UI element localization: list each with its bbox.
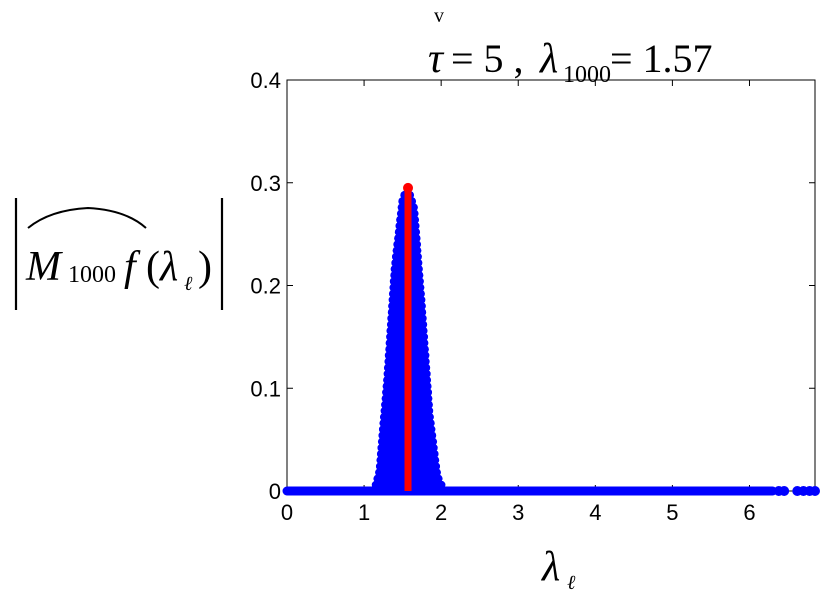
y-tick-label: 0 (269, 479, 281, 504)
title-lambda-eq: = 1.57 (610, 36, 713, 81)
x-tick-label: 6 (743, 500, 755, 525)
y-tick-label: 0.1 (250, 376, 281, 401)
x-tick-label: 2 (435, 500, 447, 525)
x-tick-label: 5 (666, 500, 678, 525)
x-tick-label: 3 (512, 500, 524, 525)
x-axis-label: λ ℓ (540, 544, 576, 594)
y-axis-label: M 1000 f ( λ ℓ ) (14, 198, 224, 310)
ylabel-open-paren: ( (146, 244, 160, 290)
x-tick-label: 4 (589, 500, 601, 525)
y-tick-label: 0.3 (250, 171, 281, 196)
axis-ticks: 0 1 2 3 4 5 6 0 0.1 0.2 0.3 0.4 (250, 68, 815, 525)
title-tau-eq: = 5 , (451, 36, 524, 81)
chart-title: v τ = 5 , λ 1000 = 1.57 (428, 5, 713, 88)
y-tick-label: 0.2 (250, 274, 281, 299)
title-lambda: λ (538, 36, 558, 82)
ylabel-f: f (124, 244, 141, 290)
ylabel-close-paren: ) (198, 244, 212, 290)
ylabel-lambda: λ (158, 244, 178, 290)
ylabel-hat (27, 206, 147, 229)
x-tick-label: 1 (358, 500, 370, 525)
x-tick-label: 0 (281, 500, 293, 525)
axes-box (286, 79, 816, 492)
data-marks (282, 182, 820, 496)
xlabel-lambda: λ (540, 544, 560, 590)
plot-area: 0 1 2 3 4 5 6 0 0.1 0.2 0.3 0.4 (250, 68, 820, 525)
y-tick-label: 0.4 (250, 68, 281, 93)
ylabel-m: M (25, 244, 63, 290)
ylabel-m-subscript: 1000 (68, 262, 116, 288)
xlabel-lambda-subscript: ℓ (567, 572, 576, 594)
ylabel-lambda-subscript: ℓ (184, 273, 193, 295)
title-lambda-subscript: 1000 (563, 62, 611, 88)
title-tau-accent: v (434, 5, 444, 27)
title-tau: τ (428, 36, 445, 82)
